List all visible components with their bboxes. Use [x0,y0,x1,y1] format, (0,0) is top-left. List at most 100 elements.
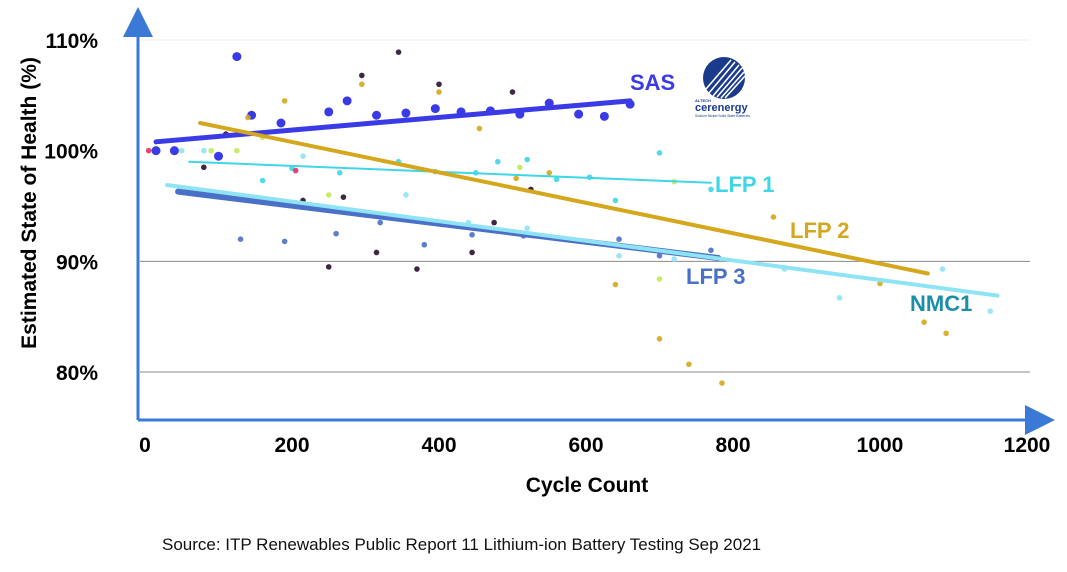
series-labels: SAS LFP 1 LFP 2 LFP 3 NMC1 [630,70,972,316]
cerenergy-logo: ALTECH cerenergy Sodium Nickel Solid Sta… [695,57,750,118]
data-point [325,264,332,270]
data-point [336,170,343,176]
data-point [377,219,384,226]
data-point [414,266,420,272]
data-point [719,380,725,386]
trend-line [165,182,1000,298]
data-point [281,238,288,245]
x-tick-label: 800 [715,434,750,457]
x-axis-title: Cycle Count [526,474,649,497]
series-label: LFP 1 [715,172,775,197]
series-label: NMC1 [910,291,972,316]
source-note: Source: ITP Renewables Public Report 11 … [162,535,762,554]
logo-name: cerenergy [695,102,748,114]
data-point [656,253,663,259]
data-point [421,241,428,248]
gridlines [140,39,1030,373]
x-tick-labels: 0 200 400 600 800 1000 1200 [139,434,1050,457]
data-point [201,164,207,171]
data-point [524,225,530,231]
data-point [214,151,223,161]
data-point [359,81,365,88]
data-point [430,104,440,114]
data-point [300,153,306,159]
data-point [151,146,161,156]
y-tick-label: 90% [56,251,98,274]
x-tick-label: 0 [139,434,151,457]
data-point [656,336,663,342]
y-tick-label: 80% [56,362,98,385]
data-point [987,308,994,314]
y-tick-label: 100% [44,141,98,164]
logo-subtext: Sodium Nickel Solid State Batteries [695,114,750,118]
y-tick-labels: 80% 90% 100% 110% [44,30,98,385]
x-tick-label: 200 [274,434,309,457]
data-point [574,109,584,119]
data-point [656,150,663,156]
axes [123,7,1055,435]
data-point [342,96,352,106]
x-tick-label: 1000 [857,434,904,457]
trend-line [198,121,930,276]
data-point [237,236,244,242]
trend-lines [153,98,1000,298]
trend-line [153,98,633,145]
data-point [708,247,714,254]
data-point [616,253,622,259]
data-point [476,125,483,132]
data-point [436,89,442,95]
data-point [656,276,663,282]
series-label: SAS [630,70,675,95]
data-point [245,114,251,121]
data-point [340,194,347,200]
x-tick-label: 400 [421,434,456,457]
data-point [234,147,240,154]
data-point [372,110,382,120]
series-label: LFP 3 [686,264,746,289]
data-point [770,214,777,220]
y-tick-label: 110% [45,30,98,53]
data-point [259,177,266,184]
data-point [359,72,365,79]
data-point [395,49,402,55]
data-point [436,81,442,88]
data-point [169,146,179,156]
data-point [208,147,214,154]
data-point [836,295,843,301]
data-point [232,52,242,62]
data-point [491,219,497,226]
data-point [546,170,553,176]
data-point [509,89,516,95]
data-point [401,108,411,118]
data-point [292,167,299,174]
x-tick-label: 600 [568,434,603,457]
data-points [145,49,994,386]
data-point [145,147,152,154]
data-point [671,256,677,262]
data-point [612,281,619,288]
trend-line [188,160,712,184]
data-point [403,192,409,198]
data-point [495,158,501,165]
data-point [178,147,185,154]
data-point [616,236,622,242]
data-point [939,266,946,272]
data-point [553,176,560,183]
data-point [469,249,475,256]
data-point [201,147,207,154]
series-label: LFP 2 [790,218,850,243]
data-point [324,107,334,117]
data-point [513,175,519,182]
data-point [921,319,927,326]
data-point [599,111,609,121]
data-point [524,156,530,163]
data-point [325,192,332,198]
logo-tagline: ALTECH [695,98,711,103]
data-point [469,231,475,238]
data-point [517,164,523,171]
y-axis-title: Estimated State of Health (%) [18,57,41,349]
data-point [281,98,288,104]
data-point [612,197,619,204]
data-point [943,330,949,337]
